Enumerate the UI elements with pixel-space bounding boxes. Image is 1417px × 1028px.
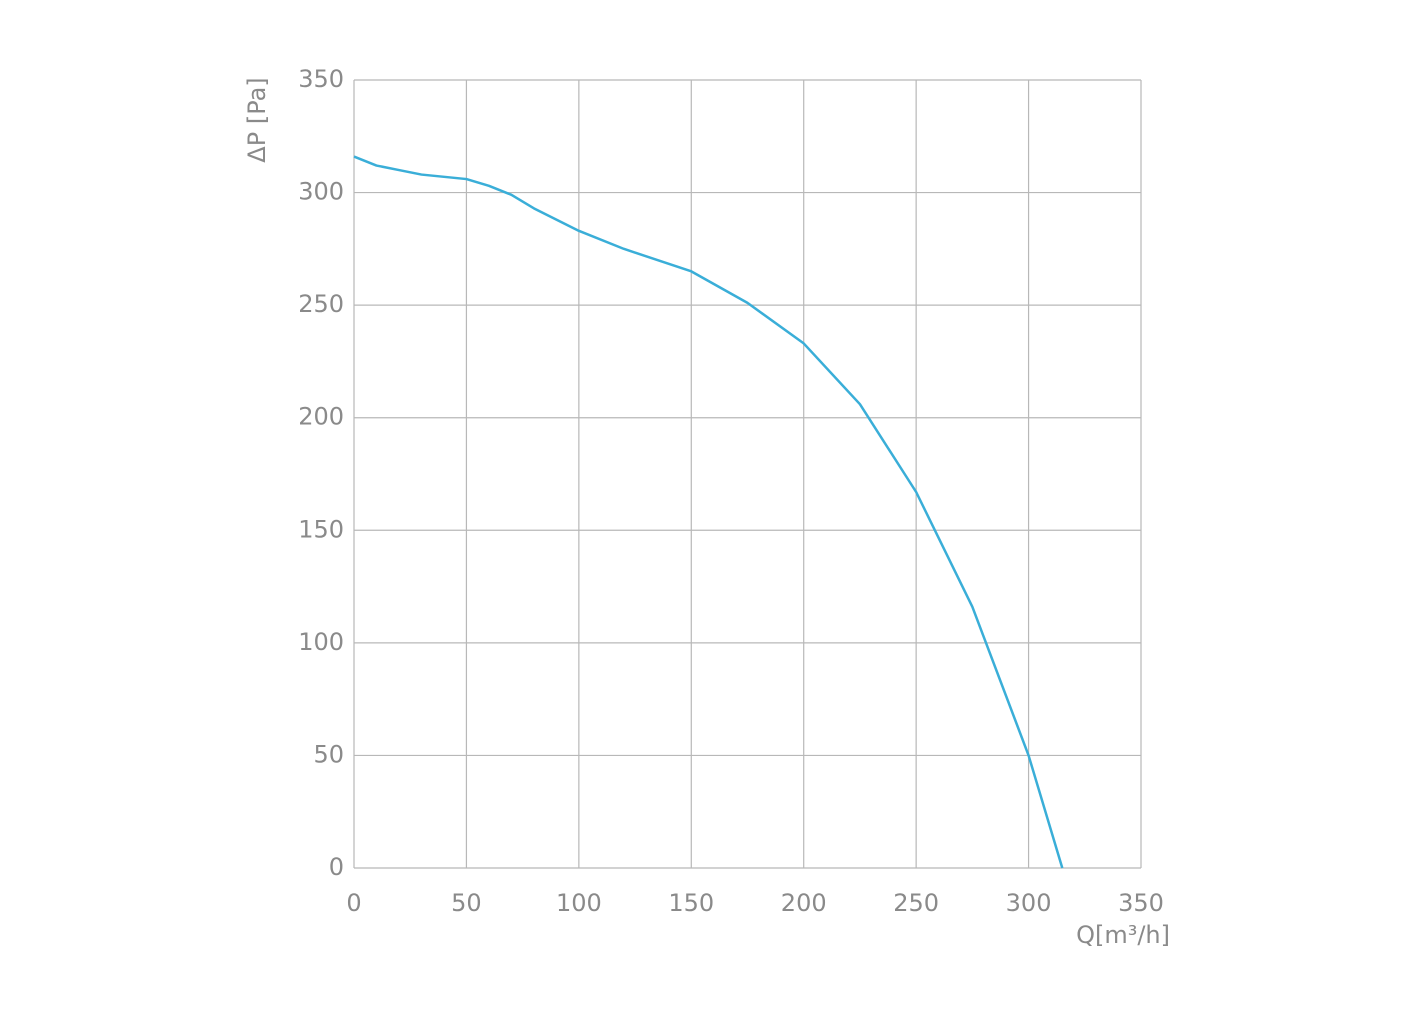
y-tick-label: 150 <box>298 515 344 543</box>
x-tick-label: 50 <box>451 889 482 917</box>
x-tick-label: 150 <box>668 889 714 917</box>
y-tick-label: 300 <box>298 178 344 206</box>
y-tick-label: 350 <box>298 65 344 93</box>
x-tick-label: 0 <box>346 889 361 917</box>
x-axis-label: Q[m³/h] <box>1076 921 1170 949</box>
x-tick-label: 250 <box>893 889 939 917</box>
data-line <box>353 155 1064 869</box>
y-tick-label: 50 <box>313 740 344 768</box>
y-tick-label: 250 <box>298 290 344 318</box>
x-tick-label: 100 <box>556 889 602 917</box>
x-tick-label: 300 <box>1006 889 1052 917</box>
x-tick-label: 350 <box>1118 889 1164 917</box>
y-axis-label: ΔP [Pa] <box>243 77 271 162</box>
y-tick-label: 0 <box>329 853 344 881</box>
x-tick-label: 200 <box>781 889 827 917</box>
y-tick-label: 200 <box>298 403 344 431</box>
y-tick-label: 100 <box>298 628 344 656</box>
